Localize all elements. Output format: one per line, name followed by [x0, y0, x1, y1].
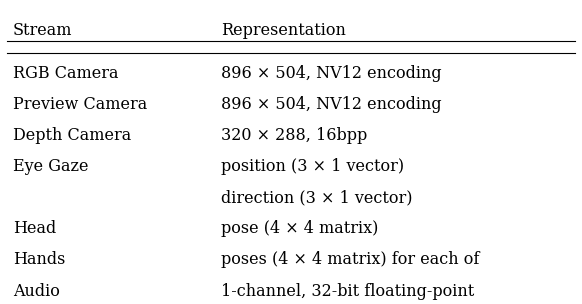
Text: 320 × 288, 16bpp: 320 × 288, 16bpp: [222, 127, 368, 144]
Text: 896 × 504, NV12 encoding: 896 × 504, NV12 encoding: [222, 65, 442, 82]
Text: Hands: Hands: [13, 251, 65, 268]
Text: Preview Camera: Preview Camera: [13, 96, 147, 113]
Text: direction (3 × 1 vector): direction (3 × 1 vector): [222, 189, 413, 206]
Text: Audio: Audio: [13, 282, 60, 299]
Text: RGB Camera: RGB Camera: [13, 65, 119, 82]
Text: Depth Camera: Depth Camera: [13, 127, 131, 144]
Text: pose (4 × 4 matrix): pose (4 × 4 matrix): [222, 220, 379, 237]
Text: Eye Gaze: Eye Gaze: [13, 158, 88, 175]
Text: 896 × 504, NV12 encoding: 896 × 504, NV12 encoding: [222, 96, 442, 113]
Text: Stream: Stream: [13, 22, 73, 39]
Text: 1-channel, 32-bit floating-point: 1-channel, 32-bit floating-point: [222, 282, 475, 299]
Text: poses (4 × 4 matrix) for each of: poses (4 × 4 matrix) for each of: [222, 251, 480, 268]
Text: position (3 × 1 vector): position (3 × 1 vector): [222, 158, 404, 175]
Text: Representation: Representation: [222, 22, 346, 39]
Text: Head: Head: [13, 220, 56, 237]
